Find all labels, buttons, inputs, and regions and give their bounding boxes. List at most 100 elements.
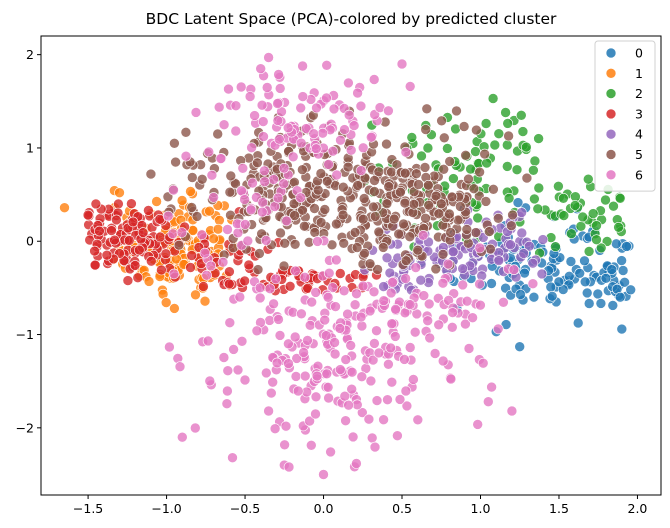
scatter-point [245, 204, 257, 216]
scatter-point [437, 277, 449, 289]
scatter-point [574, 267, 586, 279]
scatter-point [186, 202, 197, 213]
scatter-point [176, 227, 188, 238]
scatter-point [319, 204, 331, 215]
scatter-point [111, 214, 122, 226]
scatter-point [444, 156, 456, 167]
scatter-point [388, 213, 400, 225]
scatter-point [342, 308, 353, 320]
scatter-point [616, 323, 628, 335]
scatter-point [569, 200, 581, 211]
scatter-point [270, 273, 282, 285]
scatter-point [254, 248, 265, 259]
scatter-point [457, 279, 469, 291]
scatter-point [382, 394, 393, 406]
scatter-point [185, 186, 196, 197]
scatter-point [430, 190, 442, 202]
scatter-point [406, 132, 418, 143]
scatter-point [527, 257, 539, 269]
scatter-point [278, 260, 290, 272]
scatter-point [369, 186, 380, 197]
scatter-point [582, 173, 594, 185]
scatter-point [345, 144, 357, 156]
scatter-point [356, 320, 368, 332]
scatter-point [536, 268, 548, 280]
scatter-point [218, 119, 230, 130]
scatter-point [160, 297, 172, 308]
legend-marker [605, 108, 617, 120]
scatter-point [101, 249, 113, 261]
scatter-point [290, 265, 301, 277]
scatter-point [352, 87, 363, 99]
scatter-point [583, 298, 595, 309]
x-tick-label: 1.0 [471, 501, 491, 516]
scatter-point [180, 127, 192, 138]
scatter-point [321, 60, 333, 71]
legend-item: 6 [605, 167, 643, 182]
scatter-point [180, 150, 192, 162]
scatter-point [322, 291, 334, 303]
scatter-point [325, 446, 336, 458]
scatter-point [377, 242, 389, 253]
scatter-point [272, 115, 284, 126]
scatter-point [191, 211, 203, 222]
scatter-point [327, 145, 339, 157]
legend-item: 1 [605, 66, 643, 81]
scatter-point [318, 469, 329, 480]
scatter-point [304, 319, 316, 331]
legend: 0 1 2 3 4 5 6 [594, 40, 656, 192]
scatter-point [299, 220, 310, 232]
scatter-point [470, 146, 481, 157]
scatter-point [592, 288, 604, 300]
scatter-point [367, 354, 379, 366]
scatter-point [433, 319, 445, 331]
scatter-point [399, 197, 411, 209]
scatter-point [273, 69, 284, 80]
scatter-point [507, 209, 518, 221]
scatter-point [310, 287, 322, 298]
scatter-point [369, 211, 381, 222]
series-6 [162, 52, 539, 480]
scatter-point [343, 77, 354, 89]
scatter-point [247, 177, 258, 189]
scatter-point [458, 121, 470, 132]
scatter-point [106, 225, 117, 236]
scatter-point [355, 165, 367, 176]
scatter-point [289, 210, 300, 221]
scatter-point [378, 414, 389, 426]
scatter-point [527, 278, 539, 290]
scatter-point [214, 215, 225, 226]
scatter-point [230, 125, 242, 137]
scatter-point [610, 238, 622, 250]
scatter-point [146, 255, 157, 267]
scatter-point [420, 213, 431, 224]
scatter-point [399, 167, 411, 179]
scatter-point [512, 197, 524, 208]
scatter-point [222, 385, 233, 397]
scatter-point [143, 205, 154, 216]
scatter-point [156, 264, 167, 276]
series-2 [359, 93, 627, 259]
scatter-point [529, 155, 541, 167]
scatter-point [89, 259, 101, 271]
scatter-point [311, 102, 322, 114]
scatter-point [480, 196, 492, 207]
scatter-point [127, 216, 139, 228]
scatter-point [222, 224, 233, 235]
scatter-point [345, 340, 357, 351]
scatter-point [455, 201, 466, 212]
scatter-point [474, 278, 485, 290]
scatter-point [608, 200, 619, 212]
scatter-point [275, 227, 286, 239]
legend-label: 1 [635, 66, 643, 81]
scatter-point [492, 213, 504, 224]
scatter-point [177, 431, 188, 443]
scatter-point [368, 286, 380, 298]
scatter-point [435, 198, 447, 210]
scatter-point [395, 186, 406, 198]
scatter-point [255, 63, 267, 74]
x-tick-label: 1.5 [549, 501, 569, 516]
scatter-point [239, 275, 250, 287]
scatter-point [196, 229, 208, 241]
scatter-point [295, 102, 307, 114]
